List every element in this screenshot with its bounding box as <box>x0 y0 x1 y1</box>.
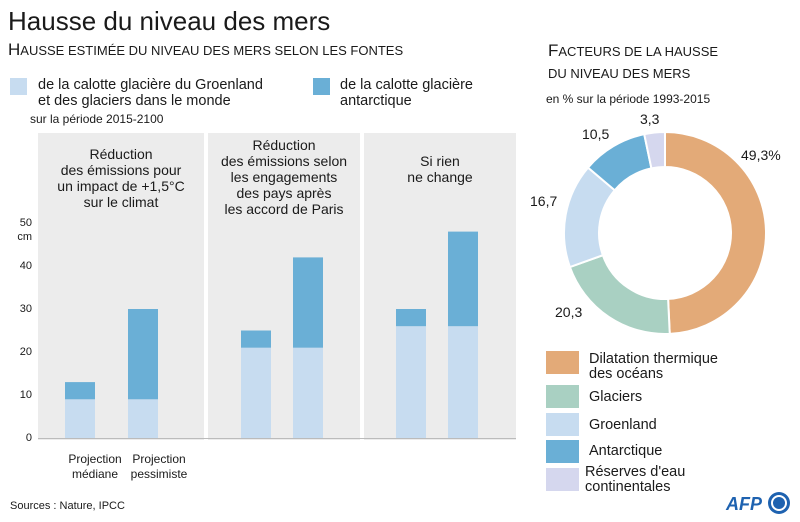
scenario-2-line5: les accord de Paris <box>224 201 344 217</box>
donut-value-label: 16,7 <box>530 193 558 209</box>
scenario-panel-3 <box>364 133 516 440</box>
donut-subtitle-initial: F <box>548 41 559 60</box>
bar-segment-greenland <box>65 399 95 438</box>
x-category-median-line2: médiane <box>71 467 119 481</box>
legend-item-groenland: Groenland <box>589 417 657 433</box>
donut-value-label: 20,3 <box>555 304 583 320</box>
donut-subtitle-line2: DU NIVEAU DES MERS <box>548 66 691 81</box>
scenario-header-1: Réduction des émissions pour un impact d… <box>38 146 204 210</box>
scenario-header-3: Si rien ne change <box>364 153 516 185</box>
donut-chart <box>563 130 767 335</box>
bar-segment-greenland <box>396 326 426 438</box>
legend-item-glaciers: Glaciers <box>589 389 643 405</box>
legend-thermal-line2: des océans <box>589 366 664 382</box>
scenario-2-line4: des pays après <box>236 185 332 201</box>
donut-chart-period: en % sur la période 1993-2015 <box>546 92 711 106</box>
page-title: Hausse du niveau des mers <box>8 6 331 36</box>
bar-segment-antarctic <box>396 309 426 327</box>
donut-value-label: 10,5 <box>582 126 610 142</box>
bar-chart <box>38 231 516 439</box>
scenario-1-line3: un impact de +1,5°C <box>57 178 185 194</box>
bar-chart-subtitle: HAUSSE ESTIMÉE DU NIVEAU DES MERS SELON … <box>8 40 403 60</box>
legend-item-antarctic: de la calotte glacière antarctique <box>340 77 473 109</box>
legend-greenland-line2: et des glaciers dans le monde <box>38 93 231 109</box>
legend-swatch-glaciers <box>546 385 579 408</box>
donut-slice-glaciers <box>568 253 671 335</box>
x-category-median-line1: Projection <box>68 452 122 466</box>
bar-segment-antarctic <box>448 231 478 327</box>
legend-item-greenland: de la calotte glacière du Groenland et d… <box>38 77 263 109</box>
y-tick-label: 40 <box>19 260 32 272</box>
legend-swatch-greenland <box>10 78 27 95</box>
scenario-panel-2 <box>208 133 360 440</box>
donut-value-label: 49,3% <box>741 147 781 163</box>
scenario-3-line1: Si rien <box>420 153 460 169</box>
bar-segment-greenland <box>293 347 323 438</box>
legend-item-antarctique: Antarctique <box>589 443 663 459</box>
y-tick-label: 20 <box>19 346 32 358</box>
x-category-label-pessimistic: Projection pessimiste <box>114 452 204 482</box>
y-tick-label: 0 <box>25 432 32 444</box>
legend-antarctic-line1: de la calotte glacière <box>340 77 473 93</box>
x-category-pessimistic-line1: Projection <box>132 452 186 466</box>
scenario-1-line1: Réduction <box>89 146 153 162</box>
x-category-pessimistic-line2: pessimiste <box>130 467 188 481</box>
legend-swatch-groenland <box>546 413 579 436</box>
bar-segment-antarctic <box>293 257 323 348</box>
legend-thermal-line1: Dilatation thermique <box>589 351 718 367</box>
legend-greenland-line1: de la calotte glacière du Groenland <box>38 77 263 93</box>
y-tick-label: 30 <box>19 303 32 315</box>
sources-note: Sources : Nature, IPCC <box>10 500 125 512</box>
legend-continental-line1: Réserves d'eau <box>585 464 686 480</box>
legend-swatch-antarctic <box>313 78 330 95</box>
donut-slice-continental <box>643 130 666 170</box>
scenario-1-line2: des émissions pour <box>60 162 182 178</box>
bar-segment-greenland <box>128 399 158 438</box>
scenario-2-line1: Réduction <box>252 137 316 153</box>
donut-subtitle-rest: ACTEURS DE LA HAUSSE <box>558 44 719 59</box>
x-category-label-median: Projection médiane <box>50 452 140 482</box>
bar-chart-subtitle-initial: H <box>8 40 21 59</box>
bar-segment-antarctic <box>128 309 158 400</box>
y-axis-unit: cm <box>17 231 32 243</box>
scenario-2-line3: les engagements <box>230 169 338 185</box>
bar-segment-greenland <box>241 347 271 438</box>
legend-item-continental: Réserves d'eau continentales <box>585 465 685 495</box>
donut-slice-thermal <box>664 130 767 335</box>
bar-chart-period: sur la période 2015-2100 <box>30 112 164 126</box>
legend-antarctic-line2: antarctique <box>340 93 412 109</box>
bar-chart-subtitle-rest: AUSSE ESTIMÉE DU NIVEAU DES MERS SELON L… <box>20 43 404 58</box>
legend-item-thermal: Dilatation thermique des océans <box>589 352 718 382</box>
donut-value-label: 3,3 <box>640 111 660 127</box>
bar-segment-antarctic <box>65 382 95 400</box>
legend-swatch-continental <box>546 468 579 491</box>
scenario-1-line4: sur le climat <box>83 194 159 210</box>
afp-logo-ring-icon <box>771 495 787 511</box>
legend-continental-line2: continentales <box>585 479 671 495</box>
y-tick-label: 10 <box>19 389 32 401</box>
bar-segment-antarctic <box>241 330 271 348</box>
donut-chart-subtitle: FACTEURS DE LA HAUSSE DU NIVEAU DES MERS <box>548 40 718 85</box>
legend-swatch-thermal <box>546 351 579 374</box>
scenario-header-2: Réduction des émissions selon les engage… <box>208 137 360 217</box>
y-tick-label: 50 <box>19 217 32 229</box>
donut-subtitle-line1: FACTEURS DE LA HAUSSE <box>548 40 718 63</box>
afp-logo: AFP <box>726 494 762 514</box>
scenario-2-line2: des émissions selon <box>220 153 348 169</box>
legend-swatch-antarctique <box>546 440 579 463</box>
scenario-3-line2: ne change <box>407 169 473 185</box>
bar-segment-greenland <box>448 326 478 438</box>
